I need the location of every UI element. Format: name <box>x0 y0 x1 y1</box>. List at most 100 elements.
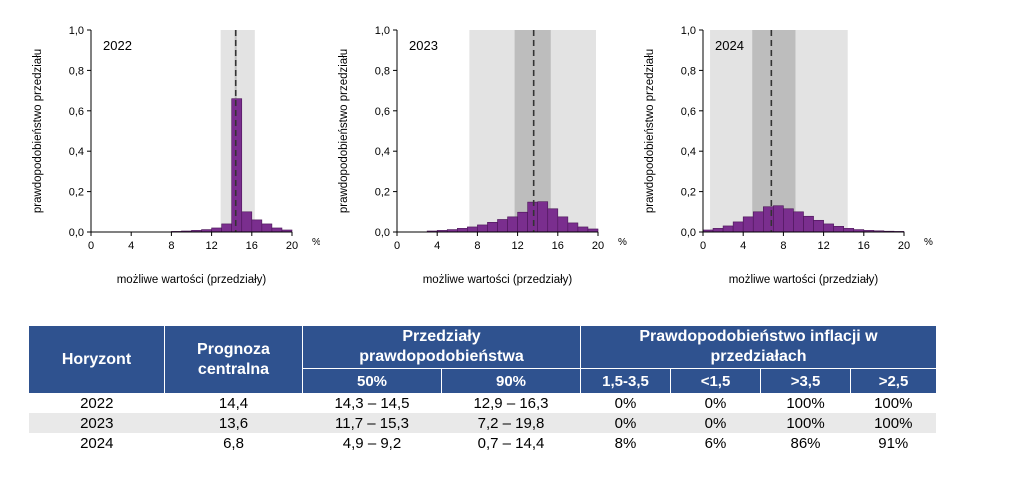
bar <box>517 211 528 233</box>
cell-a: 0% <box>580 413 671 433</box>
x-axis-label: możliwe wartości (przedziały) <box>117 274 267 286</box>
y-tick-label: 0,6 <box>375 106 390 118</box>
x-tick-label: 12 <box>205 240 217 252</box>
cell-central: 14,4 <box>164 393 303 413</box>
x-tick-label: 16 <box>858 240 870 252</box>
bar <box>241 211 253 233</box>
cell-p50: 14,3 – 14,5 <box>302 393 442 413</box>
bar <box>752 211 764 233</box>
cell-year: 2023 <box>29 413 165 433</box>
cell-b: 0% <box>670 413 761 433</box>
cell-p90: 0,7 – 14,4 <box>441 433 581 453</box>
y-tick-label: 0,4 <box>681 146 696 158</box>
y-tick-label: 0,2 <box>69 187 84 199</box>
bar <box>537 201 549 233</box>
sub-1-5-3-5: 1,5-3,5 <box>580 368 671 393</box>
y-tick-label: 0,4 <box>69 146 84 158</box>
band-50 <box>752 30 796 232</box>
bar <box>833 226 844 233</box>
header-prognoza-text: Prognoza centralna <box>197 340 270 378</box>
cell-year: 2022 <box>29 393 165 413</box>
cell-central: 6,8 <box>164 433 303 453</box>
cell-d: 91% <box>850 433 936 453</box>
x-tick-label: 0 <box>394 240 400 252</box>
y-tick-label: 0,8 <box>375 65 390 77</box>
bar <box>211 227 222 233</box>
bar <box>793 211 804 233</box>
table-row: 2024 6,8 4,9 – 9,2 0,7 – 14,4 8% 6% 86% … <box>29 433 936 453</box>
year-label: 2023 <box>409 38 438 53</box>
bar <box>507 216 518 233</box>
bar <box>477 224 488 233</box>
y-tick-label: 0,0 <box>375 227 390 239</box>
sub-gt-2-5: >2,5 <box>850 368 936 393</box>
bar <box>813 219 824 233</box>
x-tick-label: 16 <box>552 240 564 252</box>
sub-lt-1-5: <1,5 <box>670 368 761 393</box>
y-tick-label: 0,8 <box>681 65 696 77</box>
y-tick-label: 0,4 <box>375 146 390 158</box>
x-unit-label: % <box>618 237 627 248</box>
x-tick-label: 20 <box>592 240 604 252</box>
bar <box>221 223 232 233</box>
year-label: 2022 <box>103 38 132 53</box>
header-prawdop-text: Prawdopodobieństwo inflacji w przedziała… <box>639 328 878 365</box>
table-row: 2022 14,4 14,3 – 14,5 12,9 – 16,3 0% 0% … <box>29 393 936 413</box>
cell-a: 8% <box>580 433 671 453</box>
forecast-table: Horyzont Prognoza centralna Przedziały p… <box>29 326 936 453</box>
y-tick-label: 0,2 <box>375 187 390 199</box>
bar <box>231 98 243 233</box>
bar <box>783 208 794 233</box>
y-tick-label: 0,2 <box>681 187 696 199</box>
x-axis-label: możliwe wartości (przedziały) <box>729 274 879 286</box>
y-axis-label: prawdopodobieństwo przedziału <box>338 49 350 213</box>
histogram-2024: 0,0 0,2 0,4 0,6 0,8 1,0 0 4 8 12 16 20 % 2024 prawdopo… <box>644 25 933 286</box>
y-tick-label: 1,0 <box>375 25 390 37</box>
bar <box>823 223 834 233</box>
x-tick-label: 16 <box>246 240 258 252</box>
bar <box>487 222 498 233</box>
sub-50: 50% <box>302 368 442 393</box>
cell-p50: 4,9 – 9,2 <box>302 433 442 453</box>
y-tick-label: 1,0 <box>681 25 696 37</box>
sub-gt-3-5: >3,5 <box>760 368 851 393</box>
cell-p90: 7,2 – 19,8 <box>441 413 581 433</box>
cell-p50: 11,7 – 15,3 <box>302 413 442 433</box>
x-axis-label: możliwe wartości (przedziały) <box>423 274 573 286</box>
bar <box>271 227 283 233</box>
bar <box>577 226 589 233</box>
sub-90: 90% <box>441 368 581 393</box>
header-prognoza: Prognoza centralna <box>164 326 303 393</box>
y-tick-label: 0,6 <box>681 106 696 118</box>
histogram-2023: 0,0 0,2 0,4 0,6 0,8 1,0 0 4 8 12 16 20 % 2023 prawdopo… <box>338 25 627 286</box>
bar <box>567 222 579 233</box>
y-tick-label: 0,8 <box>69 65 84 77</box>
x-tick-label: 20 <box>898 240 910 252</box>
bar <box>722 225 734 233</box>
band-50 <box>514 30 551 232</box>
y-axis-label: prawdopodobieństwo przedziału <box>32 49 44 213</box>
bar <box>497 219 508 233</box>
cell-d: 100% <box>850 413 936 433</box>
bar <box>547 208 559 233</box>
cell-central: 13,6 <box>164 413 303 433</box>
cell-d: 100% <box>850 393 936 413</box>
cell-year: 2024 <box>29 433 165 453</box>
bar <box>557 216 569 233</box>
x-tick-label: 8 <box>474 240 480 252</box>
bar <box>527 201 538 233</box>
x-tick-label: 4 <box>434 240 440 252</box>
cell-a: 0% <box>580 393 671 413</box>
header-prawdop: Prawdopodobieństwo inflacji w przedziała… <box>580 326 936 369</box>
bar <box>251 219 263 233</box>
x-tick-label: 12 <box>511 240 523 252</box>
x-tick-label: 4 <box>128 240 134 252</box>
x-tick-label: 0 <box>88 240 94 252</box>
cell-b: 6% <box>670 433 761 453</box>
bar <box>467 226 478 233</box>
x-unit-label: % <box>924 237 933 248</box>
x-unit-label: % <box>312 237 320 248</box>
y-axis-label: prawdopodobieństwo przedziału <box>644 49 656 213</box>
y-tick-label: 0,0 <box>681 227 696 239</box>
x-tick-label: 8 <box>168 240 174 252</box>
